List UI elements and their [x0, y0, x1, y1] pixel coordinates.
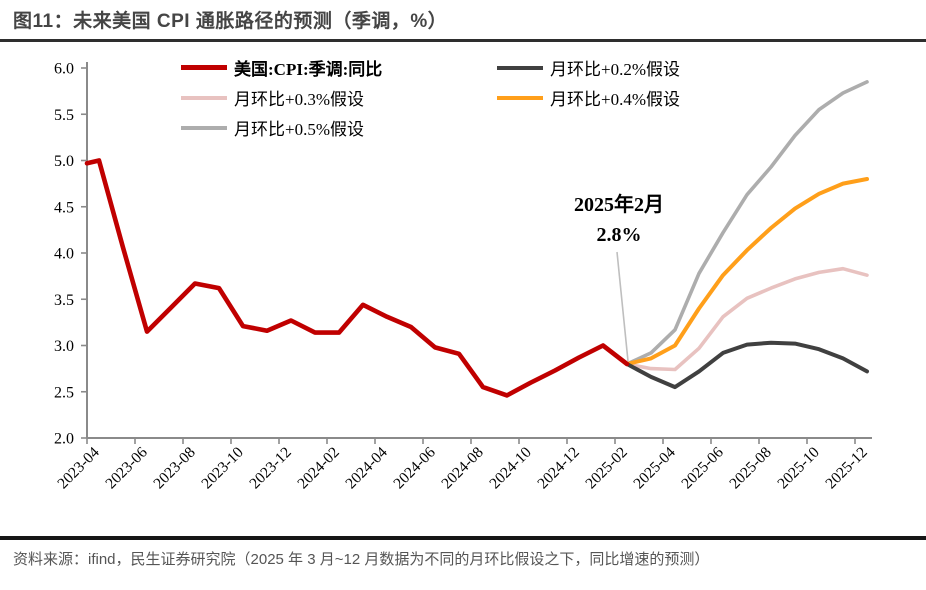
annotation-line1: 2025年2月 [574, 194, 664, 216]
legend-item-cpi-actual: 美国:CPI:季调:同比 [181, 56, 497, 79]
x-tick-label: 2025-06 [678, 444, 727, 493]
x-tick-label: 2024-12 [534, 444, 583, 493]
y-tick-label: 2.5 [54, 384, 74, 401]
y-tick-label: 4.5 [54, 199, 74, 216]
series-line-cpi-actual [84, 158, 630, 398]
legend-label: 月环比+0.3%假设 [234, 90, 364, 109]
x-tick-label: 2024-08 [438, 444, 487, 493]
y-tick-label: 6.0 [54, 61, 74, 78]
footer-separator [0, 536, 926, 540]
x-tick-label: 2024-02 [294, 444, 343, 493]
y-tick-label: 4.0 [54, 246, 74, 263]
series-line-mom-04 [625, 177, 869, 366]
y-tick-label: 5.0 [54, 153, 74, 170]
legend-label: 月环比+0.2%假设 [550, 60, 680, 79]
y-tick-label: 3.5 [54, 292, 74, 309]
series-line-mom-03 [625, 266, 869, 372]
x-tick-label: 2024-06 [390, 444, 439, 493]
annotation-2025-02: 2025年2月 2.8% [533, 190, 705, 250]
x-tick-label: 2024-10 [486, 444, 535, 493]
legend-swatch-mom-04 [497, 95, 543, 100]
x-tick-label: 2023-08 [150, 444, 199, 493]
chart-title: 图11：未来美国 CPI 通胀路径的预测（季调，%） [13, 11, 448, 32]
x-tick-label: 2023-04 [54, 444, 103, 493]
legend-item-mom-02: 月环比+0.2%假设 [497, 56, 680, 79]
title-underline [0, 39, 926, 42]
legend-swatch-mom-03 [181, 95, 227, 100]
legend-label: 月环比+0.4%假设 [550, 90, 680, 109]
x-tick-label: 2023-12 [246, 444, 295, 493]
legend-item-mom-05: 月环比+0.5%假设 [181, 116, 497, 139]
chart-legend: 美国:CPI:季调:同比 月环比+0.2%假设月环比+0.3%假设 月环比+0.4%… [181, 56, 680, 139]
series-line-mom-02 [625, 340, 869, 390]
legend-item-mom-04: 月环比+0.4%假设 [497, 86, 680, 109]
x-tick-label: 2025-10 [774, 444, 823, 493]
x-tick-label: 2023-06 [102, 444, 151, 493]
x-tick-label: 2025-04 [630, 444, 679, 493]
x-tick-label: 2024-04 [342, 444, 391, 493]
annotation-leader-line [616, 251, 629, 362]
source-note: 资料来源：ifind，民生证券研究院（2025 年 3 月~12 月数据为不同的… [13, 551, 710, 568]
x-tick-label: 2023-10 [198, 444, 247, 493]
legend-swatch-mom-02 [497, 65, 543, 70]
x-tick-label: 2025-08 [726, 444, 775, 493]
legend-item-mom-03: 月环比+0.3%假设 [181, 86, 497, 109]
series-line-mom-05 [625, 80, 869, 366]
y-tick-label: 5.5 [54, 107, 74, 124]
x-tick-label: 2025-12 [822, 444, 871, 493]
x-tick-label: 2025-02 [582, 444, 631, 493]
legend-label: 美国:CPI:季调:同比 [234, 60, 383, 79]
annotation-line2: 2.8% [596, 224, 642, 246]
y-tick-label: 2.0 [54, 431, 74, 448]
legend-swatch-cpi-actual [181, 65, 227, 70]
y-tick-label: 3.0 [54, 338, 74, 355]
legend-swatch-mom-05 [181, 125, 227, 130]
legend-label: 月环比+0.5%假设 [234, 120, 364, 139]
